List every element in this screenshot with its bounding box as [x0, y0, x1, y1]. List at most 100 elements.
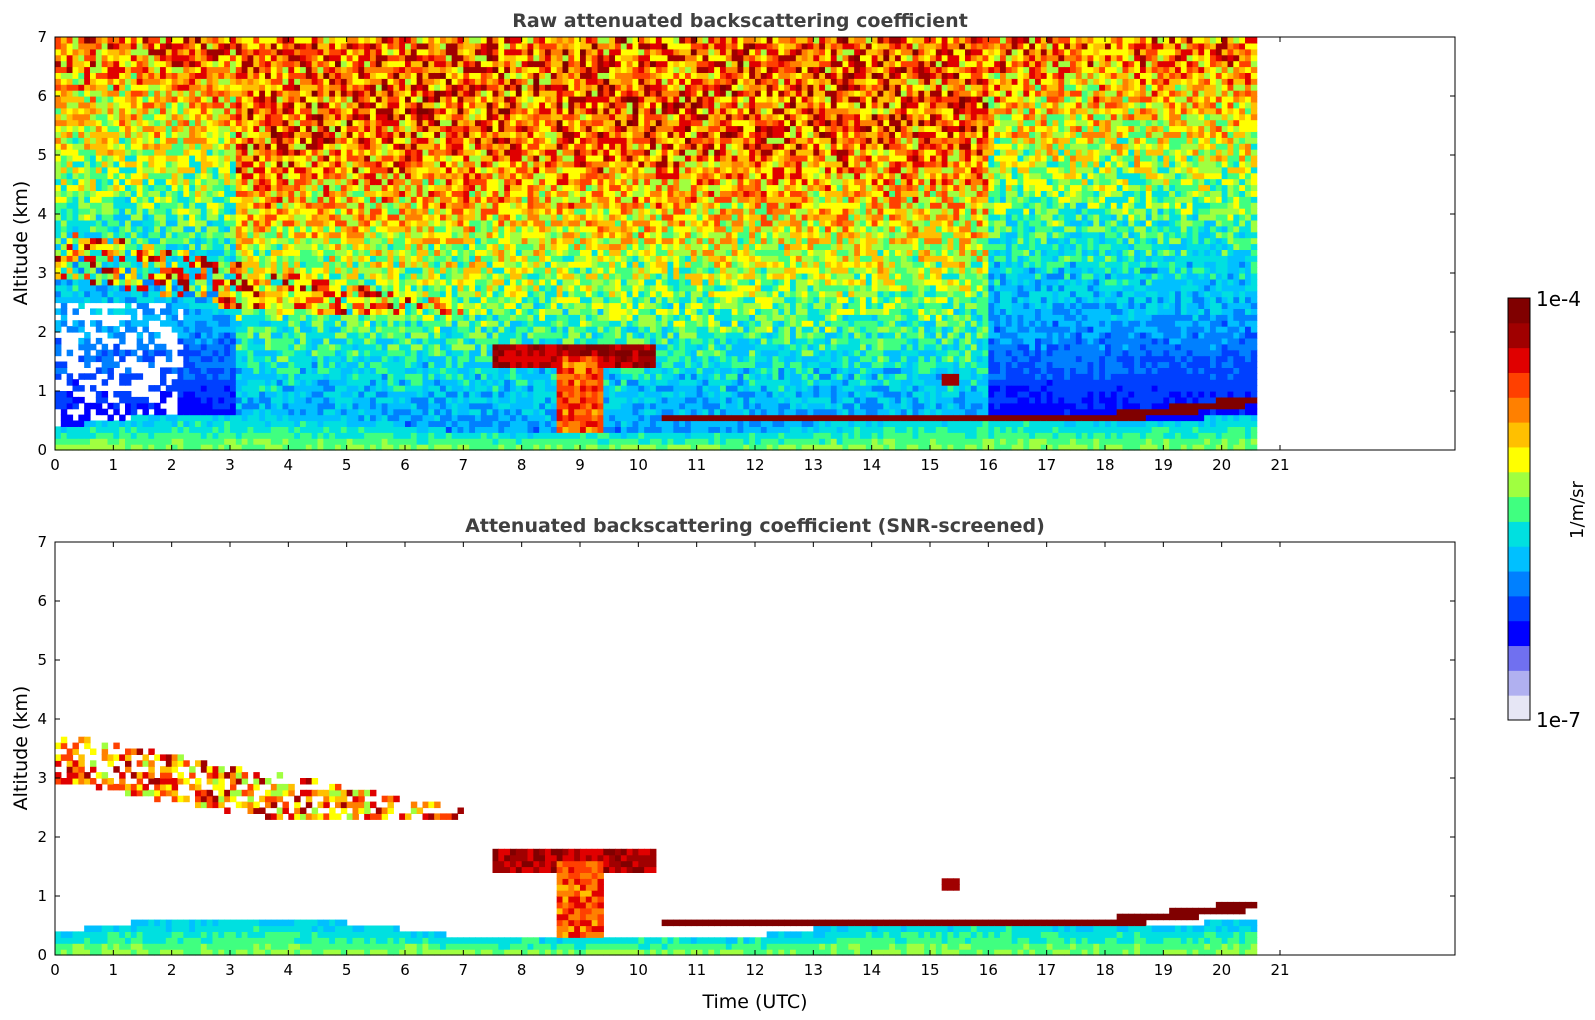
heatmap-cell: [305, 202, 313, 209]
heatmap-cell: [125, 249, 132, 256]
heatmap-cell: [148, 149, 155, 156]
heatmap-cell: [387, 438, 394, 445]
heatmap-cell: [329, 278, 336, 286]
heatmap-cell: [253, 119, 260, 127]
heatmap-cell: [445, 131, 453, 138]
heatmap-cell: [253, 178, 260, 186]
heatmap-cell: [183, 160, 190, 168]
heatmap-cell: [60, 284, 68, 292]
heatmap-cell: [195, 160, 202, 168]
heatmap-cell: [422, 273, 429, 280]
heatmap-cell: [55, 320, 62, 327]
heatmap-cell: [451, 402, 459, 410]
heatmap-cell: [346, 149, 354, 156]
heatmap-cell: [475, 314, 482, 321]
heatmap-cell: [480, 101, 488, 109]
heatmap-cell: [235, 184, 243, 191]
heatmap-cell: [200, 290, 208, 298]
heatmap-cell: [253, 337, 260, 345]
heatmap-cell: [381, 290, 389, 298]
heatmap-cell: [66, 155, 74, 162]
heatmap-cell: [212, 385, 219, 392]
heatmap-cell: [393, 48, 400, 56]
heatmap-cell: [200, 444, 208, 451]
heatmap-cell: [300, 137, 307, 144]
heatmap-cell: [276, 249, 284, 256]
heatmap-cell: [142, 432, 149, 439]
heatmap-cell: [294, 444, 301, 451]
heatmap-cell: [375, 101, 383, 109]
heatmap-cell: [206, 349, 214, 357]
heatmap-cell: [393, 255, 400, 262]
heatmap-cell: [451, 119, 459, 127]
heatmap-cell: [235, 379, 243, 386]
heatmap-cell: [142, 125, 149, 132]
raw-heatmap: [55, 37, 1258, 451]
heatmap-cell: [55, 137, 62, 144]
heatmap-cell: [311, 320, 319, 327]
heatmap-cell: [352, 379, 359, 386]
heatmap-cell: [422, 96, 429, 103]
heatmap-cell: [66, 137, 74, 144]
heatmap-cell: [253, 396, 260, 404]
heatmap-cell: [463, 155, 470, 162]
heatmap-cell: [177, 78, 184, 85]
heatmap-cell: [340, 396, 348, 404]
heatmap-cell: [317, 391, 324, 398]
heatmap-cell: [235, 438, 243, 445]
heatmap-cell: [119, 290, 126, 298]
heatmap-cell: [445, 178, 453, 186]
heatmap-cell: [329, 414, 336, 422]
heatmap-cell: [475, 343, 482, 351]
heatmap-cell: [393, 237, 400, 245]
heatmap-cell: [206, 72, 214, 79]
heatmap-cell: [154, 184, 161, 191]
heatmap-cell: [294, 101, 301, 109]
heatmap-cell: [317, 373, 324, 380]
heatmap-cell: [364, 143, 371, 150]
heatmap-cell: [119, 267, 126, 274]
heatmap-cell: [148, 143, 155, 150]
heatmap-cell: [218, 96, 225, 103]
heatmap-cell: [130, 290, 138, 298]
heatmap-cell: [154, 438, 161, 445]
heatmap-cell: [206, 178, 214, 186]
heatmap-cell: [130, 208, 138, 215]
heatmap-cell: [294, 326, 301, 333]
heatmap-cell: [142, 444, 149, 451]
heatmap-cell: [370, 290, 377, 298]
heatmap-cell: [95, 84, 103, 91]
heatmap-cell: [370, 125, 377, 132]
heatmap-cell: [148, 219, 155, 227]
heatmap-cell: [78, 60, 85, 68]
heatmap-cell: [247, 326, 254, 333]
heatmap-cell: [451, 444, 459, 451]
heatmap-cell: [364, 284, 371, 292]
heatmap-cell: [335, 326, 342, 333]
heatmap-cell: [475, 184, 482, 191]
heatmap-cell: [451, 267, 459, 274]
heatmap-cell: [60, 172, 68, 180]
heatmap-cell: [480, 214, 488, 221]
heatmap-cell: [195, 219, 202, 227]
heatmap-cell: [370, 37, 377, 44]
heatmap-cell: [410, 414, 418, 422]
heatmap-cell: [265, 385, 272, 392]
heatmap-cell: [90, 261, 97, 268]
heatmap-cell: [428, 166, 435, 174]
heatmap-cell: [60, 231, 68, 239]
heatmap-cell: [311, 66, 319, 73]
heatmap-cell: [66, 261, 74, 268]
heatmap-cell: [195, 273, 202, 280]
heatmap-cell: [364, 267, 371, 274]
heatmap-cell: [346, 261, 354, 268]
heatmap-cell: [340, 155, 348, 162]
heatmap-cell: [95, 214, 103, 221]
heatmap-cell: [463, 278, 470, 286]
heatmap-cell: [451, 255, 459, 262]
heatmap-cell: [165, 308, 173, 315]
heatmap-cell: [95, 107, 103, 115]
heatmap-cell: [410, 290, 418, 298]
heatmap-cell: [160, 202, 167, 209]
heatmap-cell: [270, 273, 278, 280]
